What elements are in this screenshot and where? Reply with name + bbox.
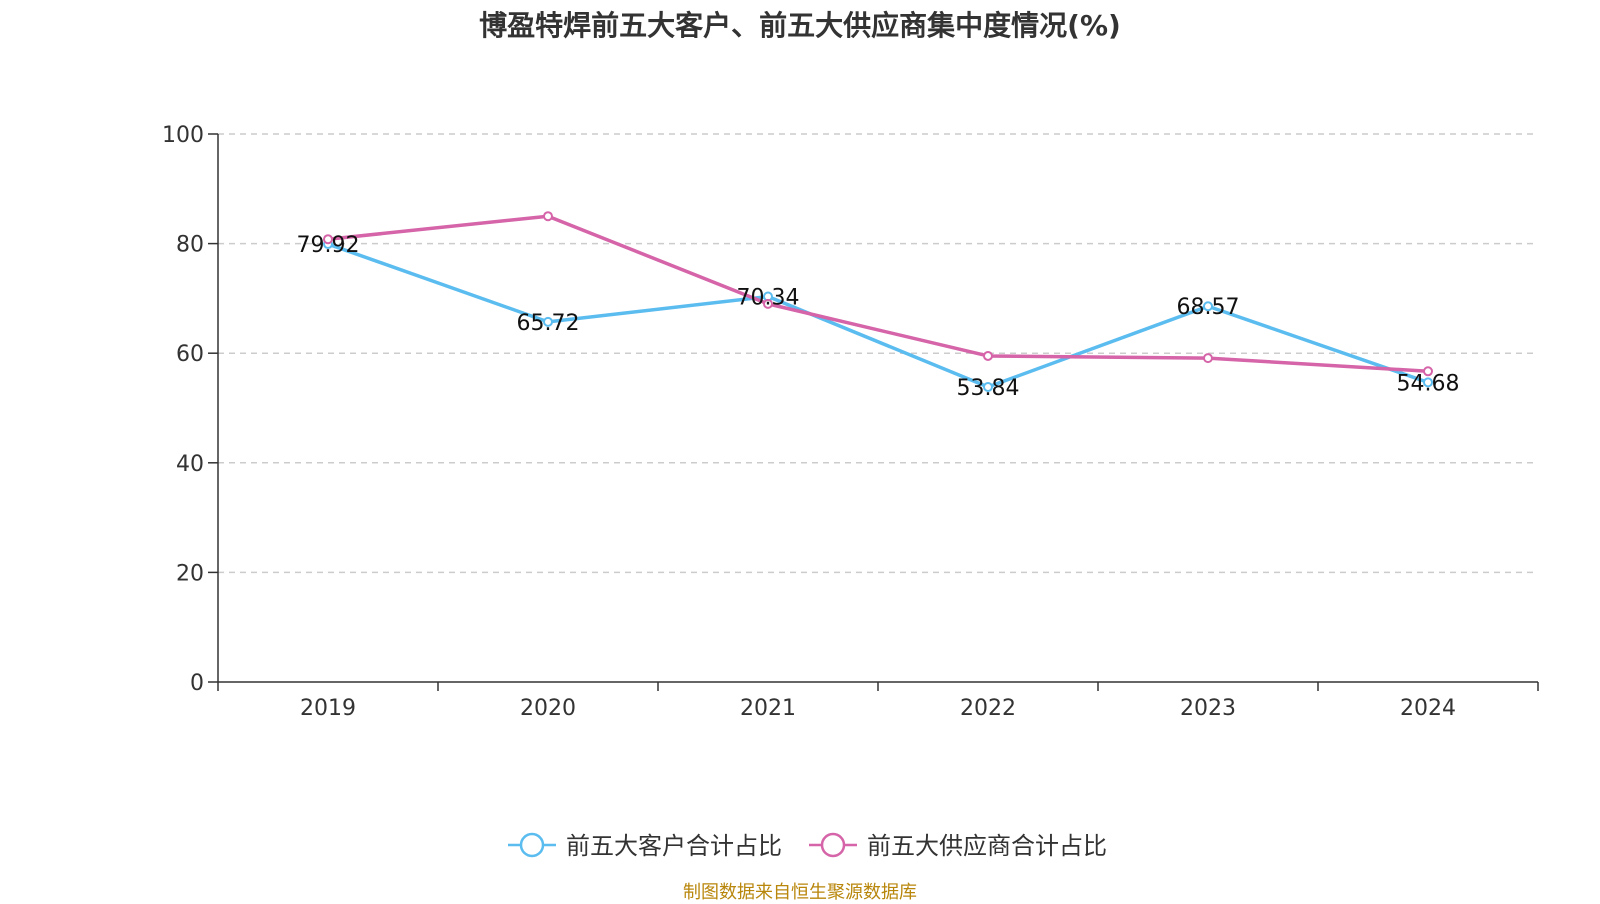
series-line-1	[327, 214, 1429, 374]
x-tick-label: 2020	[520, 696, 576, 721]
data-label: 53.84	[957, 376, 1020, 401]
data-label: 70.34	[737, 286, 800, 311]
data-label: 79.92	[297, 233, 360, 258]
x-tick-label: 2023	[1180, 696, 1236, 721]
axes: 0 20 40 60 80 100 2019 2020 2021 2022 2023 2024	[162, 123, 1539, 721]
grid-lines	[218, 133, 1538, 574]
data-point	[1203, 301, 1213, 312]
legend[interactable]: 前五大客户合计占比 前五大供应商合计占比	[508, 832, 1107, 860]
legend-label: 前五大供应商合计占比	[867, 832, 1107, 860]
data-label: 54.68	[1397, 371, 1460, 396]
series-line-0	[327, 242, 1429, 389]
legend-marker-icon	[519, 832, 545, 858]
legend-marker-icon	[820, 832, 846, 858]
data-point	[1423, 377, 1433, 388]
y-tick-label: 0	[190, 671, 204, 696]
x-tick-label: 2024	[1400, 696, 1456, 721]
y-tick-label: 40	[176, 452, 204, 477]
legend-item[interactable]: 前五大客户合计占比	[508, 832, 782, 860]
legend-label: 前五大客户合计占比	[566, 832, 782, 860]
source-note: 制图数据来自恒生聚源数据库	[683, 882, 917, 903]
series-lines	[323, 211, 1433, 392]
data-point	[543, 211, 553, 222]
data-labels: 79.92 65.72 70.34 53.84 68.57 54.68	[297, 233, 1460, 401]
legend-item[interactable]: 前五大供应商合计占比	[809, 832, 1107, 860]
x-tick-label: 2022	[960, 696, 1016, 721]
y-tick-label: 60	[176, 342, 204, 367]
data-label: 65.72	[517, 311, 580, 336]
data-point	[1203, 353, 1213, 364]
data-point	[1423, 366, 1433, 377]
x-tick-label: 2019	[300, 696, 356, 721]
data-label: 68.57	[1177, 295, 1240, 320]
data-point	[983, 350, 993, 361]
y-tick-label: 20	[176, 561, 204, 586]
data-point	[323, 234, 333, 245]
chart-title: 博盈特焊前五大客户、前五大供应商集中度情况(%)	[479, 9, 1121, 42]
data-point	[763, 298, 773, 309]
x-tick-label: 2021	[740, 696, 796, 721]
y-tick-label: 100	[162, 123, 204, 148]
data-point	[543, 316, 553, 327]
y-tick-label: 80	[176, 233, 204, 258]
data-point	[983, 381, 993, 392]
